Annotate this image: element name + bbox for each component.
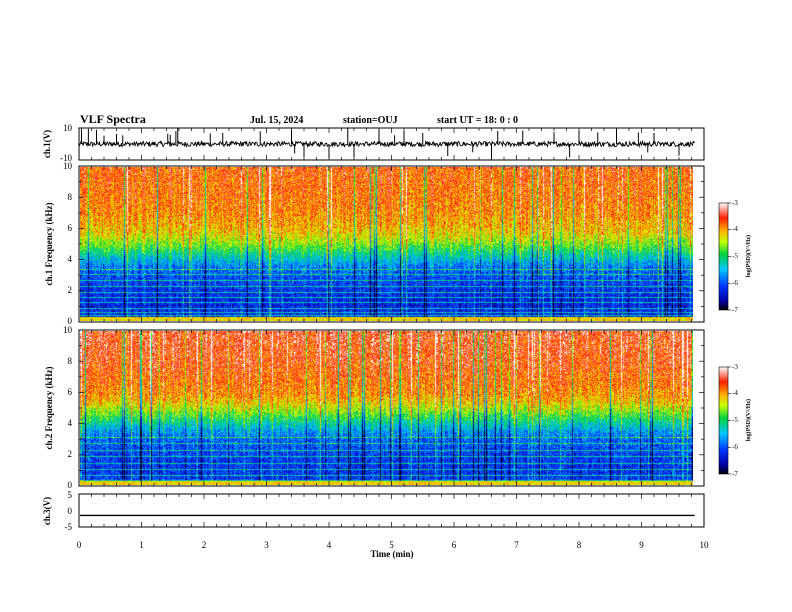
ch1-cb-tick-m4: -4 xyxy=(732,225,738,233)
ch2-cb-tick-m4: -4 xyxy=(732,389,738,397)
ch1-ytick-10: 10 xyxy=(63,161,73,171)
ch2-spectrogram-panel: 0 2 4 6 8 10 ch.2 Frequency (kHz) -3 -4 … xyxy=(44,325,752,490)
ch2-cb-tick-m5: -5 xyxy=(732,416,738,424)
ch1-ytick-8: 8 xyxy=(68,192,73,202)
ch2-spectrogram-ticks xyxy=(78,329,705,487)
start-time-label: start UT = 18: 0 : 0 xyxy=(437,115,518,126)
ch3-ytick-5: 5 xyxy=(68,490,73,500)
ch2-cb-tick-m7: -7 xyxy=(732,470,738,478)
ch2-spectrogram-ylabel: ch.2 Frequency (kHz) xyxy=(44,366,54,449)
ch2-cb-tick-m6: -6 xyxy=(732,443,738,451)
ch1-waveform-panel: 10 -10 ch.1(V) xyxy=(42,123,705,163)
time-tick-label: 0 xyxy=(77,540,82,550)
date-label: Jul. 15, 2024 xyxy=(250,115,303,126)
ch1-waveform-trace xyxy=(78,128,695,160)
time-tick-label: 7 xyxy=(514,540,519,550)
ch2-spectrogram-image xyxy=(80,331,693,485)
time-tick-label: 10 xyxy=(700,540,710,550)
ch1-spectrogram-ticks xyxy=(78,165,705,323)
ch3-ytick-m5: -5 xyxy=(65,522,73,532)
ch1-ytick-6: 6 xyxy=(68,223,73,233)
ch1-cb-tick-m6: -6 xyxy=(732,279,738,287)
station-label: station=OUJ xyxy=(343,115,398,126)
time-axis-tick-labels: 0 1 2 3 4 5 6 7 8 9 10 xyxy=(77,540,709,550)
ch2-colorbar-ticks xyxy=(728,366,731,475)
ch2-ytick-4: 4 xyxy=(68,418,73,428)
ch3-waveform-panel: 5 0 -5 ch.3(V) 0 1 2 3 4 5 6 7 8 9 10 Time (min) xyxy=(42,490,709,559)
ch1-ytick-2: 2 xyxy=(68,285,73,295)
ch2-ytick-8: 8 xyxy=(68,356,73,366)
time-tick-label: 5 xyxy=(389,540,394,550)
time-tick-label: 4 xyxy=(327,540,332,550)
ch1-colorbar-label: log(PSD)(V²/Hz) xyxy=(745,235,752,277)
time-tick-label: 9 xyxy=(639,540,644,550)
ch3-waveform-ylabel: ch.3(V) xyxy=(42,497,52,525)
ch1-waveform-ylabel: ch.1(V) xyxy=(42,130,52,158)
ch1-spectrogram-image xyxy=(80,167,693,321)
ch1-ytick-bottom: -10 xyxy=(60,153,72,163)
ch3-waveform-ticks xyxy=(78,494,705,527)
ch1-cb-tick-m7: -7 xyxy=(732,306,738,314)
ch2-cb-tick-m3: -3 xyxy=(732,363,738,371)
ch2-ytick-10: 10 xyxy=(63,325,73,335)
time-tick-label: 8 xyxy=(577,540,582,550)
ch1-ytick-top: 10 xyxy=(63,123,73,133)
ch3-ytick-0: 0 xyxy=(68,506,73,516)
ch2-ytick-0: 0 xyxy=(68,480,73,490)
time-tick-label: 2 xyxy=(202,540,207,550)
time-tick-label: 1 xyxy=(139,540,144,550)
ch1-spectrogram-panel: 0 2 4 6 8 10 ch.1 Frequency (kHz) -3 -4 … xyxy=(44,161,752,326)
time-axis-label: Time (min) xyxy=(370,549,413,559)
figure-title: VLF Spectra xyxy=(80,112,146,126)
ch1-noise-trace xyxy=(78,139,695,149)
ch1-colorbar-ticks xyxy=(728,202,731,311)
ch2-colorbar xyxy=(718,366,729,475)
ch1-ytick-0: 0 xyxy=(68,316,73,326)
ch2-ytick-6: 6 xyxy=(68,387,73,397)
ch1-spectrogram-ylabel: ch.1 Frequency (kHz) xyxy=(44,202,54,285)
time-tick-label: 6 xyxy=(452,540,457,550)
time-tick-label: 3 xyxy=(264,540,269,550)
ch2-ytick-2: 2 xyxy=(68,449,73,459)
ch1-ytick-4: 4 xyxy=(68,254,73,264)
ch1-cb-tick-m5: -5 xyxy=(732,252,738,260)
ch1-colorbar xyxy=(718,202,729,311)
ch1-waveform-ticks xyxy=(78,128,705,160)
ch2-colorbar-label: log(PSD)(V²/Hz) xyxy=(745,399,752,441)
ch1-cb-tick-m3: -3 xyxy=(732,199,738,207)
